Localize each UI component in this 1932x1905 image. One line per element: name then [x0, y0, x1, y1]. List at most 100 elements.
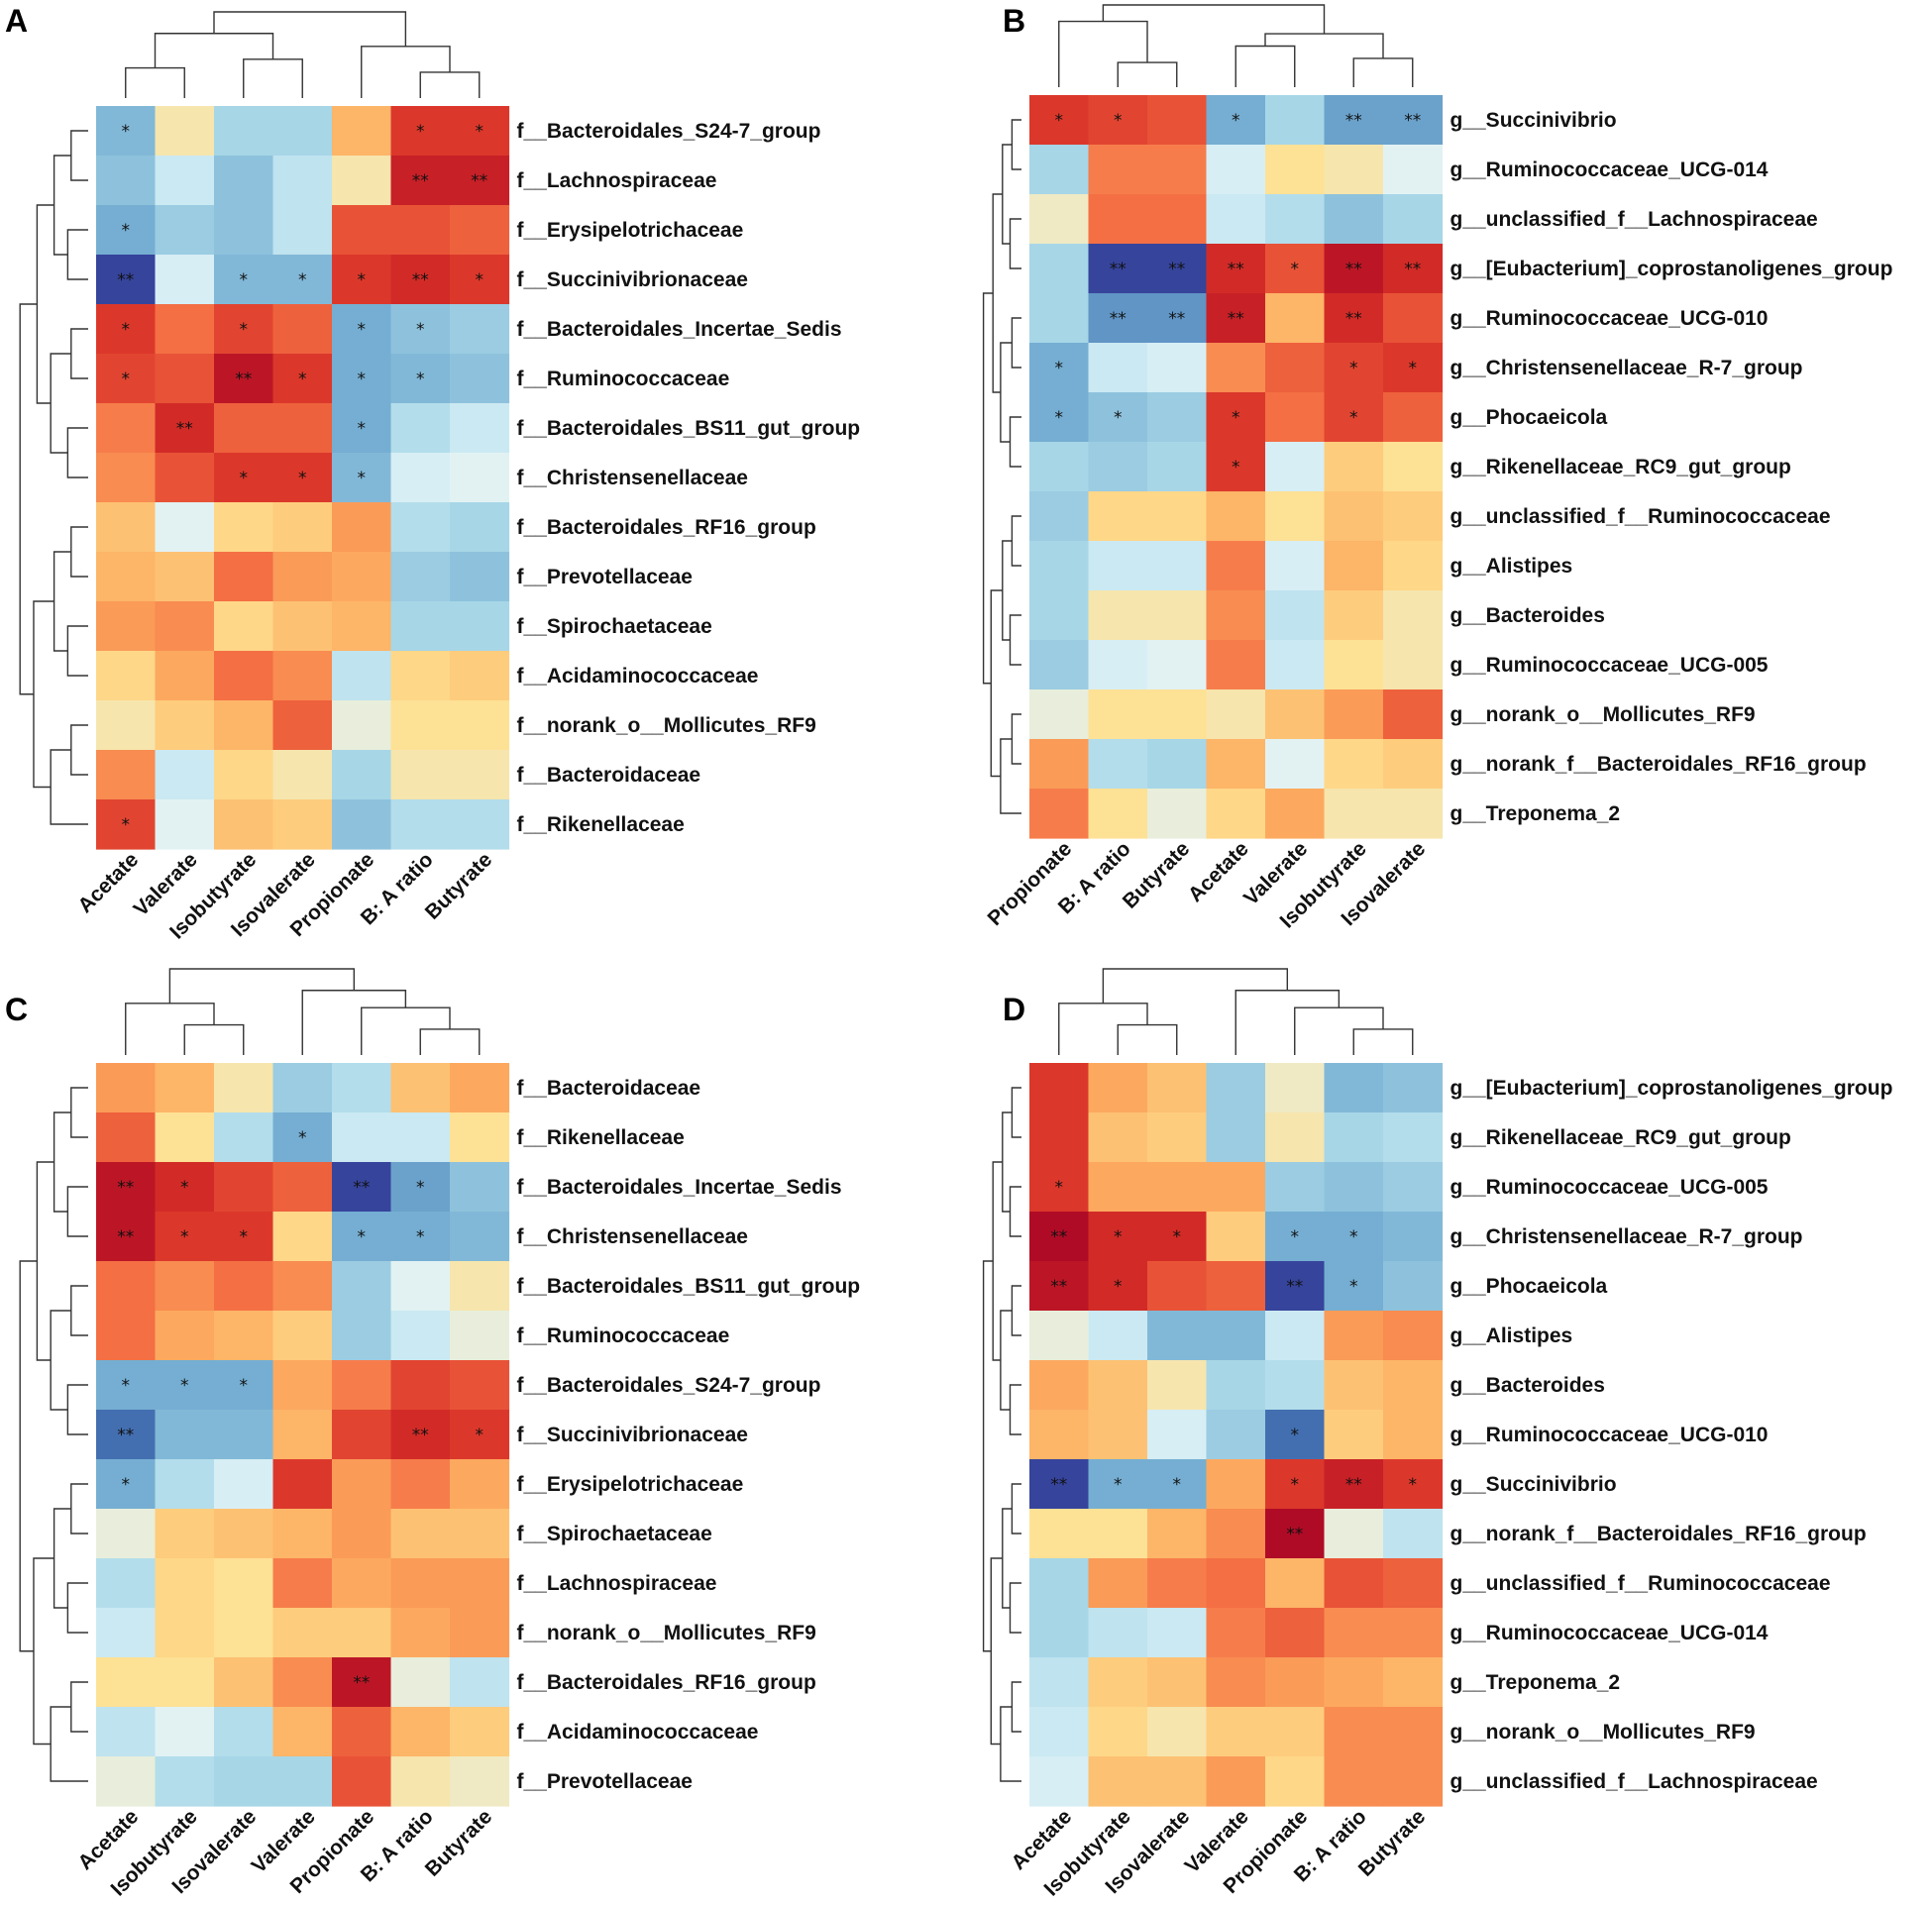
- heatmap-cell: [450, 403, 510, 454]
- heatmap-cell: [214, 205, 274, 256]
- significance-star: *: [240, 270, 249, 290]
- heatmap-cell: [390, 601, 451, 652]
- significance-star: *: [358, 320, 367, 340]
- heatmap-cell: [1383, 1459, 1444, 1510]
- heatmap-cell: [155, 205, 215, 256]
- significance-star: *: [122, 1376, 131, 1396]
- heatmap-cell: [450, 1558, 510, 1609]
- heatmap-cell: [1088, 95, 1148, 146]
- heatmap-cell: [332, 1360, 392, 1411]
- heatmap-cell: [1029, 640, 1090, 690]
- panel-letter: D: [1003, 992, 1025, 1027]
- heatmap-cell: [1029, 343, 1090, 393]
- significance-star: **: [1050, 1475, 1067, 1495]
- heatmap-cell: [214, 354, 274, 404]
- row-label: g__Ruminococcaceae_UCG-014: [1450, 1622, 1769, 1644]
- heatmap-cell: [1029, 1707, 1090, 1757]
- heatmap-cell: [1029, 590, 1090, 641]
- heatmap-cell: [1029, 392, 1090, 443]
- heatmap-cell: [1206, 1756, 1266, 1807]
- row-label: f__Bacteroidaceae: [517, 764, 701, 787]
- significance-star: *: [1409, 359, 1418, 378]
- row-label: g__Christensenellaceae_R-7_group: [1450, 1225, 1803, 1248]
- heatmap-cell: [1029, 789, 1090, 839]
- heatmap-cell: [1265, 95, 1326, 146]
- heatmap-cell: [214, 1608, 274, 1658]
- heatmap-cell: [155, 403, 215, 454]
- row-label: g__norank_o__Mollicutes_RF9: [1450, 703, 1756, 726]
- row-label: g__unclassified_f__Lachnospiraceae: [1450, 1770, 1818, 1793]
- heatmap-cell: [332, 1311, 392, 1361]
- heatmap-cell: [155, 1558, 215, 1609]
- heatmap-cell: [390, 106, 451, 157]
- heatmap-cell: [450, 106, 510, 157]
- heatmap-cell: [1324, 1707, 1384, 1757]
- heatmap-cell: [214, 502, 274, 553]
- heatmap-cell: [1088, 194, 1148, 245]
- row-label: g__Ruminococcaceae_UCG-010: [1450, 307, 1769, 330]
- heatmap-cell: [96, 1162, 157, 1213]
- heatmap-cell: [214, 1657, 274, 1708]
- panel-d-heatmap: D*** * * * *** * ** **** * * * ** ***g__[Eubacterium…: [982, 968, 1892, 1901]
- heatmap-cell: [1265, 1311, 1326, 1361]
- heatmap-cell: [214, 799, 274, 850]
- heatmap-cell: [1265, 739, 1326, 790]
- heatmap-cell: [390, 205, 451, 256]
- row-dendrogram-branch: [36, 204, 54, 404]
- heatmap-cell: [155, 1410, 215, 1460]
- heatmap-cell: [1088, 491, 1148, 542]
- row-label: g__Ruminococcaceae_UCG-005: [1450, 1176, 1769, 1199]
- heatmap-cell: [96, 1360, 157, 1411]
- heatmap-cell: [1088, 689, 1148, 740]
- significance-star: *: [1291, 1475, 1300, 1495]
- row-label: f__Succinivibrionaceae: [517, 268, 748, 291]
- significance-star: *: [1173, 1475, 1182, 1495]
- row-label: g__Phocaeicola: [1450, 1275, 1608, 1298]
- heatmap-cell: [1324, 640, 1384, 690]
- heatmap-cell: [155, 601, 215, 652]
- row-label: g__Ruminococcaceae_UCG-005: [1450, 654, 1769, 677]
- significance-star: *: [416, 122, 425, 142]
- heatmap-cell: [1088, 293, 1148, 344]
- heatmap-cell: [272, 1410, 333, 1460]
- heatmap-cell: [332, 156, 392, 206]
- heatmap-cell: [1383, 1360, 1444, 1411]
- significance-star: *: [358, 270, 367, 290]
- heatmap-cell: [450, 750, 510, 800]
- heatmap-cell: [1088, 343, 1148, 393]
- heatmap-cell: [96, 700, 157, 751]
- heatmap-cell: [155, 552, 215, 602]
- heatmap-cell: [272, 700, 333, 751]
- heatmap-cell: [1265, 590, 1326, 641]
- heatmap-cell: [1383, 1311, 1444, 1361]
- significance-star: *: [416, 1178, 425, 1198]
- row-label: g__Ruminococcaceae_UCG-010: [1450, 1424, 1769, 1446]
- heatmap-cell: [214, 750, 274, 800]
- row-label: g__Treponema_2: [1450, 802, 1621, 825]
- heatmap-cell: [272, 502, 333, 553]
- heatmap-cell: [1265, 244, 1326, 294]
- heatmap-cell: [1029, 491, 1090, 542]
- heatmap-cell: [1383, 1707, 1444, 1757]
- significance-star: **: [117, 1178, 134, 1198]
- heatmap-cell: [1324, 442, 1384, 492]
- significance-star: *: [1055, 408, 1064, 428]
- significance-star: **: [1404, 260, 1421, 279]
- heatmap-cell: [1088, 1063, 1148, 1113]
- heatmap-cell: [1029, 1509, 1090, 1559]
- significance-star: *: [1055, 111, 1064, 131]
- heatmap-cell: [155, 453, 215, 503]
- heatmap-cell: [1206, 244, 1266, 294]
- heatmap-cell: [1383, 739, 1444, 790]
- significance-star: **: [1345, 1475, 1362, 1495]
- heatmap-cell: [450, 799, 510, 850]
- significance-star: *: [1349, 359, 1358, 378]
- heatmap-cell: [1383, 442, 1444, 492]
- heatmap-cell: [1265, 194, 1326, 245]
- heatmap-cell: [1029, 739, 1090, 790]
- row-dendrogram-branch: [50, 1706, 88, 1782]
- row-label: f__Succinivibrionaceae: [517, 1424, 748, 1446]
- row-dendrogram-branch: [1009, 1384, 1021, 1435]
- heatmap-cell: [1324, 1558, 1384, 1609]
- panel-letter: B: [1003, 3, 1025, 39]
